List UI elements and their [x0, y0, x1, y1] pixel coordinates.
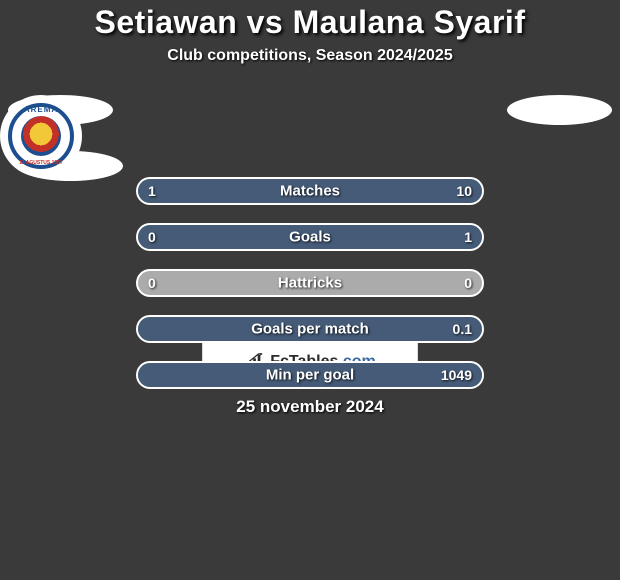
- comparison-area: AREMA 11 AGUSTUS 1987 110Matches 01Goals 0…: [0, 95, 620, 323]
- comparison-card: Setiawan vs Maulana Syarif Club competit…: [0, 0, 620, 417]
- stat-row: 0.1Goals per match: [136, 315, 484, 343]
- stat-label: Goals per match: [138, 321, 482, 338]
- player-right-crest: AREMA 11 AGUSTUS 1987: [0, 95, 82, 177]
- crest-ring: AREMA 11 AGUSTUS 1987: [8, 103, 74, 169]
- stat-label: Hattricks: [138, 275, 482, 292]
- stat-row: 110Matches: [136, 177, 484, 205]
- stat-label: Goals: [138, 229, 482, 246]
- player-right-badge-1: [507, 95, 612, 125]
- stat-label: Min per goal: [138, 367, 482, 384]
- stat-rows: 110Matches 01Goals 00Hattricks 0.1Goals per…: [136, 177, 484, 407]
- crest-text-top: AREMA: [12, 105, 70, 114]
- page-title: Setiawan vs Maulana Syarif: [0, 4, 620, 41]
- stat-row: 00Hattricks: [136, 269, 484, 297]
- stat-row: 01Goals: [136, 223, 484, 251]
- stat-row: 1049Min per goal: [136, 361, 484, 389]
- crest-inner: [21, 116, 61, 156]
- crest-text-bottom: 11 AGUSTUS 1987: [12, 160, 70, 166]
- stat-label: Matches: [138, 183, 482, 200]
- page-subtitle: Club competitions, Season 2024/2025: [0, 47, 620, 65]
